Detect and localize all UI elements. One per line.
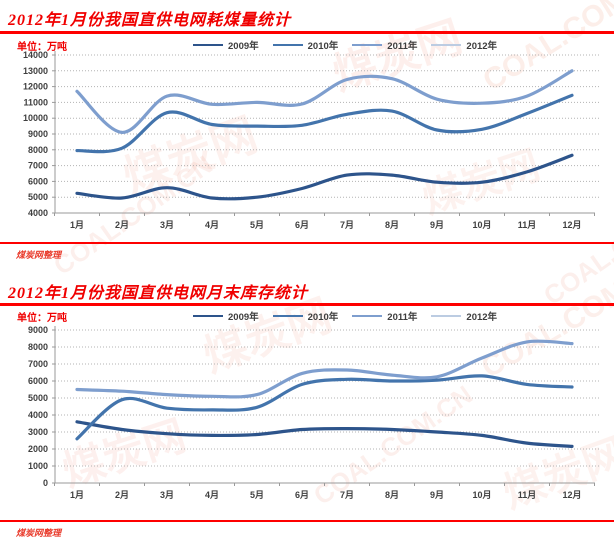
unit-label: 单位：万吨 <box>17 42 67 53</box>
page-title-2: 2012年1月份我国直供电网月末库存统计 <box>8 285 309 302</box>
x-axis-tick-label: 8月 <box>385 490 399 500</box>
x-axis-tick-label: 3月 <box>160 490 174 500</box>
chart-bottom-divider <box>0 242 614 244</box>
chart-legend-2: 2009年 2010年 2011年 2012年 <box>193 309 497 323</box>
legend-label: 2009年 <box>228 41 259 52</box>
x-axis-tick-label: 1月 <box>70 490 84 500</box>
x-axis-tick-label: 7月 <box>340 220 354 230</box>
x-axis-tick-label: 3月 <box>160 220 174 230</box>
x-axis-tick-label: 6月 <box>295 220 309 230</box>
y-axis-tick-label: 2000 <box>28 444 48 454</box>
legend-label: 2011年 <box>387 41 418 52</box>
series-line-2010年 <box>75 93 574 154</box>
x-axis-tick-label: 7月 <box>340 490 354 500</box>
y-axis-tick-label: 10000 <box>23 113 48 123</box>
unit-label-2: 单位：万吨 <box>17 313 67 324</box>
x-axis-tick-label: 8月 <box>385 220 399 230</box>
legend-label: 2010年 <box>307 312 339 323</box>
series-line-2011年 <box>75 69 574 135</box>
legend-item: 2012年 <box>431 309 497 323</box>
legend-label: 2012年 <box>466 312 498 323</box>
legend-item: 2009年 <box>193 309 259 323</box>
x-axis-tick-label: 2月 <box>115 220 129 230</box>
y-axis-tick-label: 14000 <box>23 50 48 60</box>
legend-line-swatch <box>272 315 303 317</box>
y-axis-tick-label: 5000 <box>28 393 48 403</box>
x-axis-tick-label: 10月 <box>472 220 491 230</box>
legend-label: 2009年 <box>228 312 259 323</box>
x-axis-tick-label: 11月 <box>518 490 537 500</box>
legend-item: 2012年 <box>431 38 497 52</box>
source-credit: 煤炭网整理 <box>16 250 62 260</box>
legend-item: 2011年 <box>352 309 417 323</box>
legend-line-swatch <box>272 44 303 46</box>
y-axis-tick-label: 7000 <box>28 161 48 171</box>
series-line-2010年 <box>75 374 574 441</box>
x-axis-tick-label: 9月 <box>430 490 444 500</box>
legend-label: 2010年 <box>307 41 339 52</box>
y-axis-tick-label: 4000 <box>28 410 48 420</box>
legend-line-swatch <box>193 44 223 46</box>
source-credit-2: 煤炭网整理 <box>16 528 62 538</box>
x-axis-tick-label: 2月 <box>115 490 129 500</box>
line-chart-consumption: 14000 13000 12000 11000 10000 9000 8000 7000 600… <box>23 50 600 230</box>
legend-line-swatch <box>193 315 223 317</box>
legend-label: 2012年 <box>466 41 498 52</box>
chart-legend: 2009年 2010年 2011年 2012年 <box>193 38 497 52</box>
series-line-2009年 <box>75 153 574 201</box>
y-axis-tick-label: 3000 <box>28 427 48 437</box>
x-axis-tick-label: 10月 <box>472 490 491 500</box>
y-axis-tick-label: 0 <box>43 478 48 488</box>
x-axis-tick-label: 12月 <box>562 220 581 230</box>
legend-item: 2011年 <box>352 38 417 52</box>
y-axis-tick-label: 4000 <box>28 208 48 218</box>
legend-line-swatch <box>431 44 462 46</box>
legend-item: 2010年 <box>272 38 339 52</box>
title-divider <box>0 31 614 34</box>
y-axis-tick-label: 6000 <box>28 176 48 186</box>
legend-line-swatch <box>431 315 462 317</box>
x-axis-tick-label: 6月 <box>295 490 309 500</box>
y-axis-tick-label: 8000 <box>28 145 48 155</box>
x-axis-tick-label: 1月 <box>70 220 84 230</box>
x-axis-tick-label: 4月 <box>205 220 219 230</box>
chart-bottom-divider-2 <box>0 520 614 522</box>
series-line-2011年 <box>75 339 574 399</box>
page-title: 2012年1月份我国直供电网耗煤量统计 <box>8 12 292 29</box>
y-axis-tick-label: 8000 <box>28 342 48 352</box>
x-axis-tick-label: 11月 <box>518 220 537 230</box>
legend-item: 2009年 <box>193 38 259 52</box>
y-axis-tick-label: 5000 <box>28 192 48 202</box>
legend-line-swatch <box>352 315 383 317</box>
y-axis-tick-label: 11000 <box>23 97 48 107</box>
x-axis-tick-label: 9月 <box>430 220 444 230</box>
y-axis-tick-label: 6000 <box>28 376 48 386</box>
y-axis-tick-label: 9000 <box>28 325 48 335</box>
y-axis-tick-label: 12000 <box>23 82 48 92</box>
x-axis-tick-label: 5月 <box>250 220 264 230</box>
x-axis-tick-label: 4月 <box>205 490 219 500</box>
legend-label: 2011年 <box>387 312 418 323</box>
legend-line-swatch <box>352 44 383 46</box>
series-line-2009年 <box>75 420 574 448</box>
line-chart-inventory: 9000 8000 7000 6000 5000 4000 3000 2000 1000 0 1月 2… <box>28 325 600 500</box>
legend-item: 2010年 <box>272 309 339 323</box>
y-axis-tick-label: 7000 <box>28 359 48 369</box>
y-axis-tick-label: 9000 <box>28 129 48 139</box>
x-axis-tick-label: 5月 <box>250 490 264 500</box>
y-axis-tick-label: 13000 <box>23 66 48 76</box>
y-axis-tick-label: 1000 <box>28 461 48 471</box>
x-axis-tick-label: 12月 <box>562 490 581 500</box>
title-divider-2 <box>0 303 614 306</box>
